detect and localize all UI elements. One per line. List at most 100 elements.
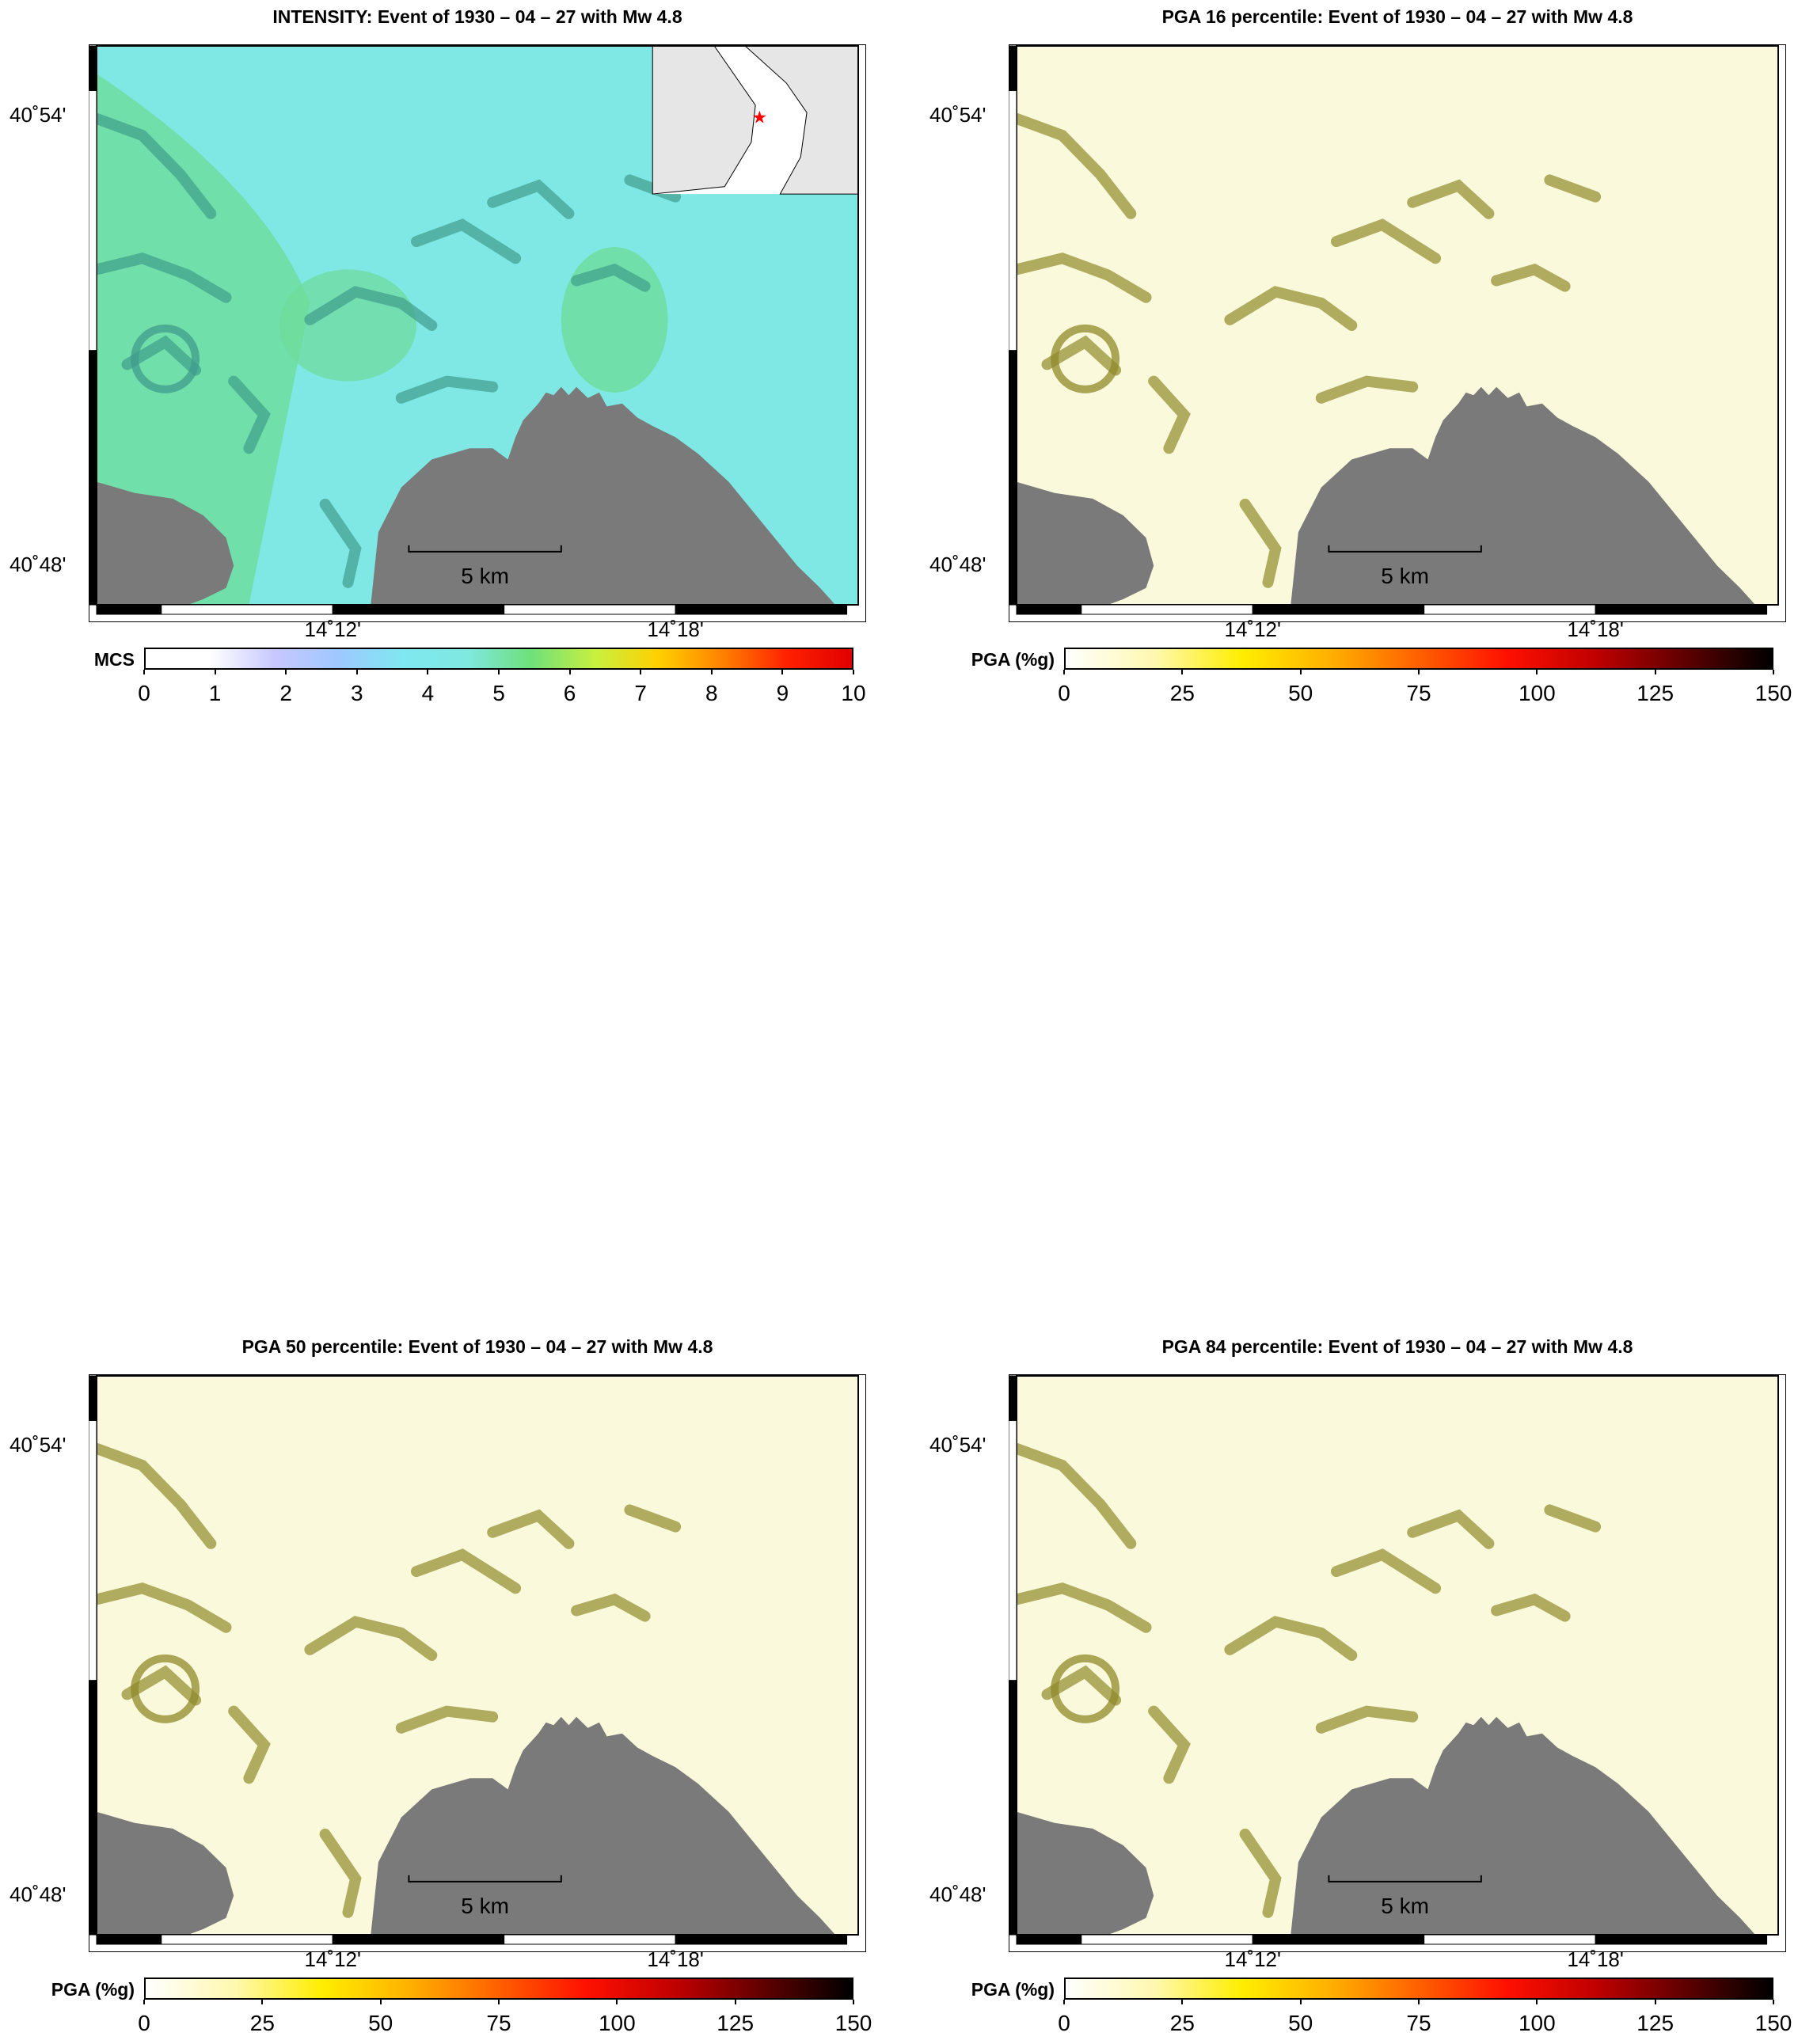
relief-ridge bbox=[1491, 1593, 1571, 1622]
colorbar-tickmark bbox=[1181, 670, 1184, 674]
relief-ridge bbox=[487, 1509, 575, 1549]
colorbar-tickmark bbox=[1181, 2000, 1184, 2004]
lon-label: 14˚18' bbox=[647, 617, 704, 641]
relief-ridge bbox=[1011, 112, 1137, 219]
relief-ridge bbox=[1011, 1582, 1152, 1633]
lon-label: 14˚12' bbox=[1224, 617, 1281, 641]
colorbar-tick-label: 5 bbox=[492, 681, 505, 705]
colorbar-tickmark bbox=[1773, 670, 1774, 674]
scale-bar: 5 km bbox=[1328, 1875, 1482, 1918]
colorbar-tick-label: 0 bbox=[1058, 681, 1070, 705]
map-panel-intensity: INTENSITY: Event of 1930 – 04 – 27 with … bbox=[0, 0, 878, 714]
colorbar-tickmark bbox=[1299, 670, 1302, 674]
colorbar-tickmark bbox=[853, 2000, 854, 2004]
lat-label-top: 40˚54' bbox=[10, 103, 67, 127]
colorbar-label: PGA (%g) bbox=[971, 649, 1055, 670]
lon-label: 14˚12' bbox=[1224, 1947, 1281, 1971]
intensity-zone-5-center bbox=[279, 269, 417, 382]
colorbar-tickmark bbox=[1418, 670, 1420, 674]
relief-ridge bbox=[1224, 1616, 1358, 1661]
colorbar-tick-label: 150 bbox=[1754, 681, 1792, 705]
colorbar-tick-label: 7 bbox=[634, 681, 647, 705]
lat-label-bottom: 40˚48' bbox=[10, 553, 67, 576]
relief-ridge bbox=[624, 1504, 682, 1533]
colorbar-tickmark bbox=[1536, 670, 1538, 674]
map-frame bbox=[1009, 1374, 1786, 1952]
colorbar-tick-label: 50 bbox=[1288, 2011, 1313, 2035]
relief-ridge bbox=[487, 179, 575, 219]
lat-label-top: 40˚54' bbox=[929, 103, 986, 127]
colorbar-tick-label: 150 bbox=[834, 2011, 872, 2035]
colorbar-tickmark bbox=[261, 2000, 264, 2004]
scale-bar: 5 km bbox=[408, 1875, 562, 1918]
sea-area bbox=[1291, 386, 1756, 605]
colorbar-tick-label: 0 bbox=[138, 2011, 150, 2035]
relief-ridge bbox=[1544, 174, 1602, 203]
colorbar-tick-label: 25 bbox=[249, 2011, 275, 2035]
relief-ridge bbox=[571, 1593, 651, 1622]
colorbar-tickmark bbox=[781, 670, 784, 674]
sea-area bbox=[371, 386, 836, 605]
scale-bar-label: 5 km bbox=[461, 1894, 509, 1918]
colorbar bbox=[1064, 1978, 1773, 2000]
colorbar-tick-label: 75 bbox=[1406, 2011, 1431, 2035]
relief-ridge bbox=[121, 335, 202, 376]
colorbar-tickmark bbox=[568, 670, 571, 674]
colorbar bbox=[1064, 648, 1773, 670]
colorbar-tick-label: 4 bbox=[421, 681, 435, 705]
relief-ridge bbox=[1315, 375, 1419, 404]
relief-ridge bbox=[1041, 335, 1122, 376]
relief-ridge bbox=[1331, 1548, 1442, 1594]
lat-label-top: 40˚54' bbox=[929, 1433, 986, 1457]
sea-area bbox=[1291, 1716, 1756, 1935]
crater-relief bbox=[1051, 1654, 1120, 1723]
sea-area bbox=[1017, 481, 1154, 605]
scale-bar-label: 5 km bbox=[461, 564, 509, 588]
colorbar-tickmark bbox=[1299, 2000, 1302, 2004]
colorbar-tick-label: 100 bbox=[1518, 681, 1556, 705]
colorbar-tick-label: 0 bbox=[138, 681, 150, 705]
colorbar-tick-label: 9 bbox=[776, 681, 789, 705]
relief-ridge bbox=[411, 1548, 522, 1594]
sea-area bbox=[97, 481, 234, 605]
colorbar-tickmark bbox=[734, 2000, 736, 2004]
colorbar-tick-label: 1 bbox=[208, 681, 222, 705]
map-frame bbox=[89, 44, 866, 622]
colorbar-tickmark bbox=[498, 670, 500, 674]
relief-ridge bbox=[91, 252, 232, 303]
map-intensity: ★ 5 km bbox=[89, 44, 866, 622]
colorbar-tick-label: 75 bbox=[1406, 681, 1431, 705]
relief-ridge bbox=[91, 1442, 217, 1549]
colorbar bbox=[144, 1978, 853, 2000]
colorbar-tick-label: 50 bbox=[1288, 681, 1313, 705]
relief-ridge bbox=[91, 1582, 232, 1633]
colorbar-tickmark bbox=[616, 2000, 618, 2004]
relief-ridge bbox=[1315, 1705, 1419, 1734]
colorbar-tickmark bbox=[1418, 2000, 1420, 2004]
colorbar-tickmark bbox=[498, 2000, 500, 2004]
relief-ridge bbox=[1407, 179, 1495, 219]
colorbar-tick-label: 2 bbox=[279, 681, 292, 705]
relief-ridge bbox=[1239, 1828, 1282, 1918]
relief-ridge bbox=[319, 498, 362, 588]
lon-label: 14˚12' bbox=[304, 617, 361, 641]
map-panel-pga84: PGA 84 percentile: Event of 1930 – 04 – … bbox=[920, 1330, 1798, 2044]
panel-title: PGA 84 percentile: Event of 1930 – 04 – … bbox=[1161, 1336, 1633, 1357]
lat-label-bottom: 40˚48' bbox=[929, 553, 986, 576]
intensity-zone-5 bbox=[97, 74, 310, 606]
lat-label-bottom: 40˚48' bbox=[10, 1883, 67, 1906]
colorbar-tickmark bbox=[427, 670, 429, 674]
scale-bar-label: 5 km bbox=[1381, 564, 1429, 588]
colorbar-tickmark bbox=[1654, 670, 1656, 674]
relief-ridge bbox=[228, 1705, 271, 1784]
colorbar-label: MCS bbox=[93, 649, 135, 670]
colorbar-tick-label: 10 bbox=[841, 681, 866, 705]
relief-ridge bbox=[1041, 1665, 1122, 1706]
map-panel-pga50: PGA 50 percentile: Event of 1930 – 04 – … bbox=[0, 1330, 878, 2044]
panel-title: PGA 50 percentile: Event of 1930 – 04 – … bbox=[241, 1336, 713, 1357]
colorbar-tickmark bbox=[1654, 2000, 1656, 2004]
map-pga50: 5 km bbox=[89, 1374, 866, 1952]
relief-ridge bbox=[1011, 1442, 1137, 1549]
colorbar-tickmark bbox=[1773, 2000, 1774, 2004]
lon-label: 14˚18' bbox=[1567, 617, 1624, 641]
